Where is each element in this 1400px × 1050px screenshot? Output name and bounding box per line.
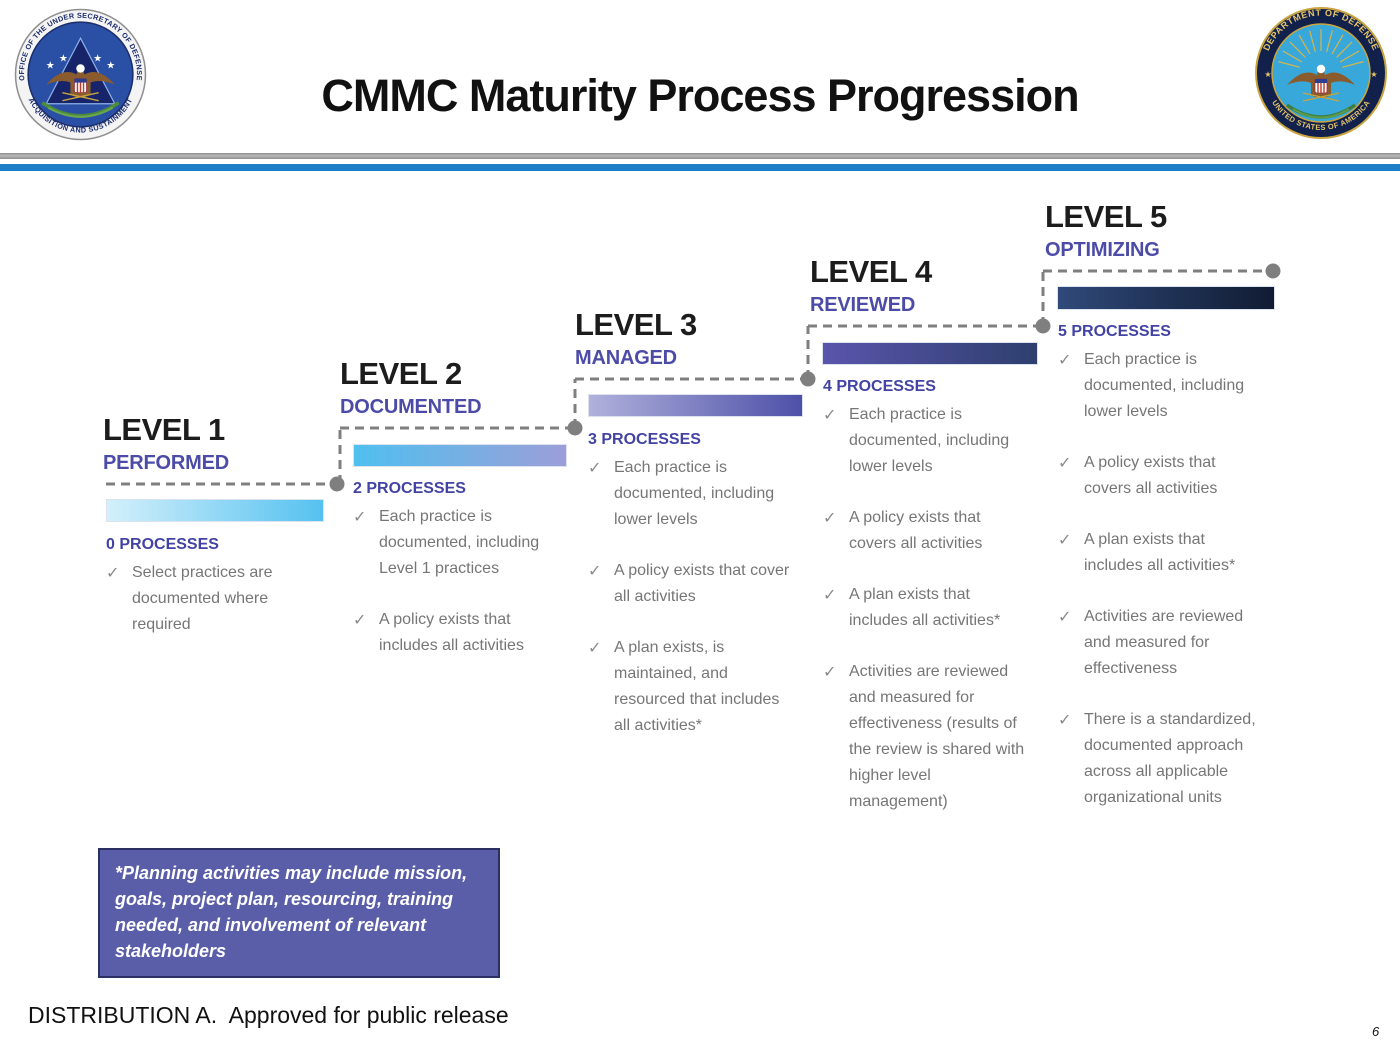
eagle-icon [46,64,115,102]
level-1-column: LEVEL 1 PERFORMED 0 PROCESSES ✓ Select pr… [103,412,337,633]
star-icon: ★ [93,53,102,64]
level-2-process-count: 2 PROCESSES [353,480,466,497]
level-3-title: LEVEL 3 [575,307,697,342]
level-5-subtitle: OPTIMIZING [1045,238,1160,261]
level-4-bar [822,342,1038,365]
checklist-item-text: A plan exists that includes all activiti… [1084,531,1236,574]
checklist-item-text: There is a standardized, documented appr… [1084,711,1256,806]
checkmark-icon: ✓ [823,405,837,424]
header-divider-blue [0,164,1400,171]
checklist-item-text: Each practice is documented, including l… [614,459,775,528]
level-3-process-count: 3 PROCESSES [588,431,701,448]
star-icon: ★ [106,60,115,71]
level-3-bar [588,394,803,417]
level-5-checklist: ✓ Each practice is documented, including … [1058,347,1266,836]
level-5-bar [1057,286,1275,310]
checklist-item: ✓ Each practice is documented, including … [1058,347,1266,425]
checklist-item-text: Activities are reviewed and measured for… [1084,608,1244,677]
level-1-title: LEVEL 1 [103,412,225,447]
checklist-item: ✓ Activities are reviewed and measured fo… [823,659,1031,815]
level-1-checklist: ✓ Select practices are documented where r… [106,560,314,663]
distribution-statement: DISTRIBUTION A. Approved for public rele… [28,1002,509,1028]
level-3-subtitle: MANAGED [575,346,677,369]
checkmark-icon: ✓ [353,610,367,629]
laurel-branch [47,106,114,118]
ousd-acquisition-seal: OFFICE OF THE UNDER SECRETARY OF DEFENSE… [14,8,147,141]
level-4-column: LEVEL 4 REVIEWED 4 PROCESSES ✓ Each pract… [810,254,1044,810]
step-node-dot [567,420,583,436]
level-2-bar [353,444,567,467]
checklist-item: ✓ A plan exists that includes all activit… [823,582,1031,634]
step-node-dot [1265,263,1281,279]
checkmark-icon: ✓ [1058,350,1072,369]
checklist-item-text: A policy exists that covers all activiti… [1084,454,1218,497]
level-1-process-count: 0 PROCESSES [106,536,219,553]
checklist-item: ✓ A policy exists that cover all activiti… [588,558,796,610]
laurel-branch [1292,108,1350,119]
checkmark-icon: ✓ [1058,710,1072,729]
page-number: 6 [1372,1024,1380,1039]
level-2-title: LEVEL 2 [340,356,462,391]
checklist-item-text: Each practice is documented, including l… [849,406,1010,475]
header-divider-gray [0,153,1400,159]
checkmark-icon: ✓ [823,585,837,604]
checkmark-icon: ✓ [588,561,602,580]
checklist-item-text: A policy exists that cover all activitie… [614,562,790,605]
planning-note-box: *Planning activities may include mission… [98,848,500,978]
checkmark-icon: ✓ [823,662,837,681]
checklist-item: ✓ There is a standardized, documented app… [1058,707,1266,811]
checkmark-icon: ✓ [1058,453,1072,472]
level-4-checklist: ✓ Each practice is documented, including … [823,402,1031,840]
step-node-dot [1035,318,1051,334]
level-3-column: LEVEL 3 MANAGED 3 PROCESSES ✓ Each practi… [575,307,809,734]
checklist-item: ✓ Each practice is documented, including … [353,504,561,582]
checklist-item: ✓ A policy exists that covers all activit… [823,505,1031,557]
step-node-dot [329,476,345,492]
checklist-item: ✓ A policy exists that covers all activit… [1058,450,1266,502]
level-4-subtitle: REVIEWED [810,293,916,316]
checklist-item: ✓ Each practice is documented, including … [588,455,796,533]
step-node-dot [800,371,816,387]
checklist-item: ✓ Activities are reviewed and measured fo… [1058,604,1266,682]
star-icon: ★ [1264,70,1271,79]
checkmark-icon: ✓ [823,508,837,527]
checklist-item: ✓ A plan exists that includes all activit… [1058,527,1266,579]
checkmark-icon: ✓ [1058,530,1072,549]
level-4-process-count: 4 PROCESSES [823,378,936,395]
checkmark-icon: ✓ [1058,607,1072,626]
checklist-item-text: Each practice is documented, including l… [1084,351,1245,420]
level-2-checklist: ✓ Each practice is documented, including … [353,504,561,684]
checklist-item-text: Activities are reviewed and measured for… [849,663,1025,810]
level-5-process-count: 5 PROCESSES [1058,323,1171,340]
star-icon: ★ [46,60,55,71]
checkmark-icon: ✓ [588,458,602,477]
checklist-item-text: Select practices are documented where re… [132,564,273,633]
level-1-bar [106,499,324,522]
page-title: CMMC Maturity Process Progression [321,70,1079,121]
checkmark-icon: ✓ [353,507,367,526]
checkmark-icon: ✓ [106,563,120,582]
level-5-column: LEVEL 5 OPTIMIZING 5 PROCESSES ✓ Each pra… [1045,199,1279,806]
checklist-item: ✓ Select practices are documented where r… [106,560,314,638]
dod-seal: ★ ★ DEPARTMENT OF DEFENSE UNITED STATES … [1255,7,1387,139]
eagle-icon [1287,64,1355,102]
level-3-checklist: ✓ Each practice is documented, including … [588,455,796,764]
checklist-item: ✓ Each practice is documented, including … [823,402,1031,480]
level-1-subtitle: PERFORMED [103,451,229,474]
sun-rays-icon [1278,29,1364,68]
checklist-item-text: A plan exists that includes all activiti… [849,586,1001,629]
checklist-item-text: Each practice is documented, including L… [379,508,540,577]
checkmark-icon: ✓ [588,638,602,657]
checklist-item-text: A policy exists that covers all activiti… [849,509,983,552]
checklist-item: ✓ A plan exists, is maintained, and resou… [588,635,796,739]
checklist-item: ✓ A policy exists that includes all activ… [353,607,561,659]
level-2-subtitle: DOCUMENTED [340,395,482,418]
checklist-item-text: A plan exists, is maintained, and resour… [614,639,780,734]
checklist-item-text: A policy exists that includes all activi… [379,611,524,654]
star-icon: ★ [59,53,68,64]
star-icon: ★ [1370,70,1377,79]
level-5-title: LEVEL 5 [1045,199,1167,234]
level-2-column: LEVEL 2 DOCUMENTED 2 PROCESSES ✓ Each pra… [340,356,574,654]
level-4-title: LEVEL 4 [810,254,932,289]
